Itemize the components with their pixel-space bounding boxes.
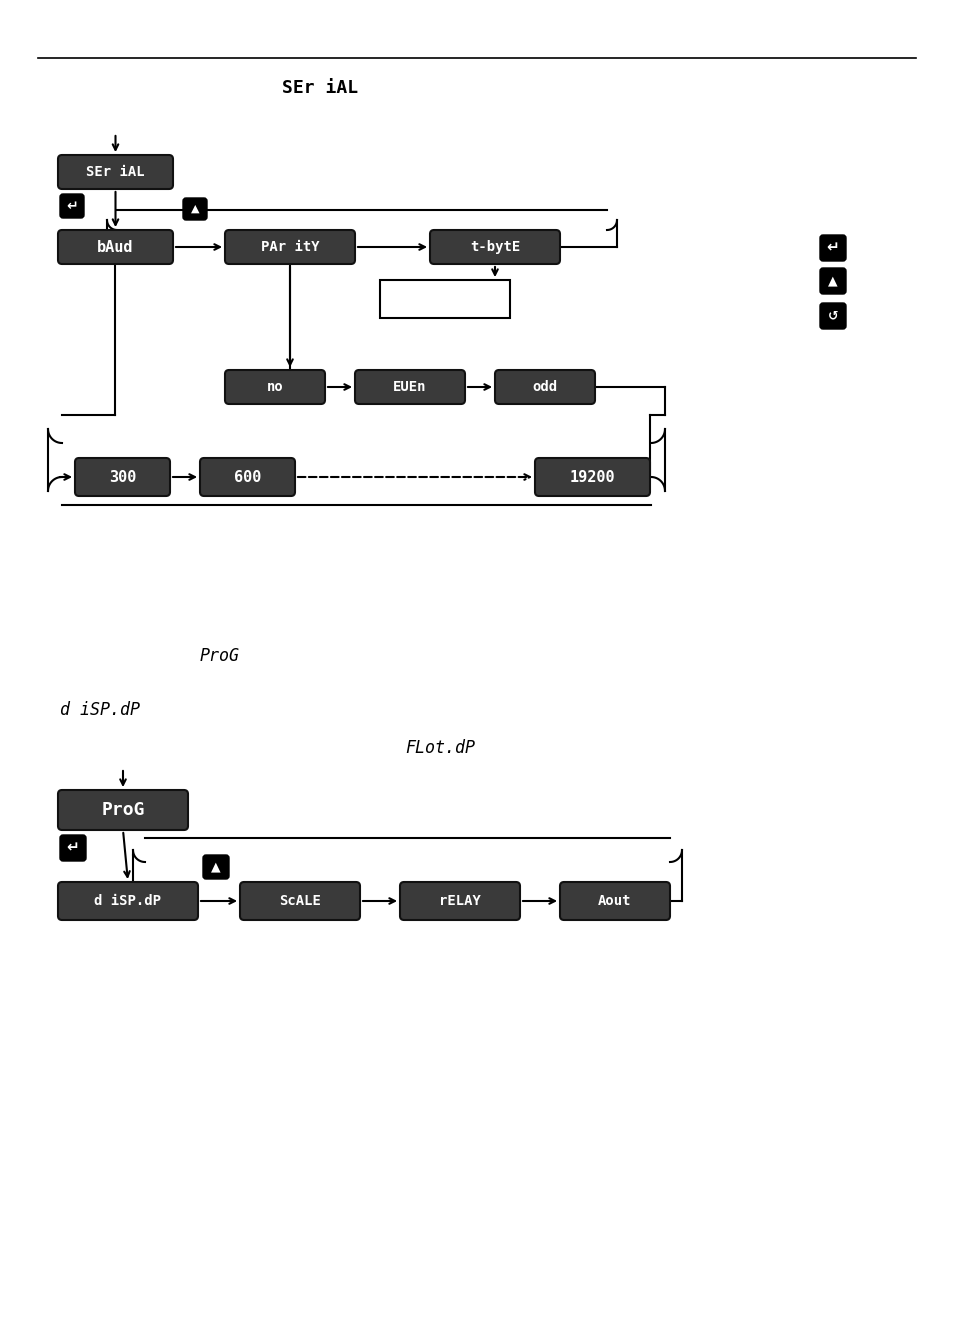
Text: ProG: ProG — [101, 802, 145, 819]
Bar — [379, 281, 510, 318]
FancyBboxPatch shape — [203, 855, 229, 879]
FancyBboxPatch shape — [225, 230, 355, 265]
Text: 600: 600 — [233, 469, 261, 485]
Text: 19200: 19200 — [569, 469, 615, 485]
FancyBboxPatch shape — [399, 882, 519, 921]
FancyBboxPatch shape — [58, 155, 172, 188]
Text: d iSP.dP: d iSP.dP — [60, 701, 140, 719]
Text: no: no — [266, 379, 283, 394]
FancyBboxPatch shape — [60, 194, 84, 218]
FancyBboxPatch shape — [820, 235, 845, 261]
Text: SEr iAL: SEr iAL — [86, 166, 145, 179]
Text: ScALE: ScALE — [279, 894, 320, 908]
Text: ▲: ▲ — [211, 860, 220, 874]
Text: odd: odd — [532, 379, 557, 394]
Text: d iSP.dP: d iSP.dP — [94, 894, 161, 908]
FancyBboxPatch shape — [200, 458, 294, 496]
Text: ProG: ProG — [200, 647, 240, 665]
FancyBboxPatch shape — [820, 303, 845, 329]
FancyBboxPatch shape — [559, 882, 669, 921]
FancyBboxPatch shape — [58, 230, 172, 265]
Text: EUEn: EUEn — [393, 379, 426, 394]
FancyBboxPatch shape — [183, 198, 207, 220]
Text: PAr itY: PAr itY — [260, 240, 319, 254]
Text: bAud: bAud — [97, 239, 133, 254]
FancyBboxPatch shape — [240, 882, 359, 921]
FancyBboxPatch shape — [535, 458, 649, 496]
Text: ↺: ↺ — [827, 310, 838, 322]
Text: FLot.dP: FLot.dP — [405, 739, 475, 758]
FancyBboxPatch shape — [495, 370, 595, 403]
FancyBboxPatch shape — [355, 370, 464, 403]
Text: ↵: ↵ — [67, 840, 79, 855]
Text: ▲: ▲ — [191, 204, 199, 214]
FancyBboxPatch shape — [58, 882, 198, 921]
FancyBboxPatch shape — [820, 269, 845, 294]
FancyBboxPatch shape — [430, 230, 559, 265]
Text: t-bytE: t-bytE — [470, 240, 519, 254]
Text: rELAY: rELAY — [438, 894, 480, 908]
FancyBboxPatch shape — [60, 835, 86, 860]
FancyBboxPatch shape — [75, 458, 170, 496]
FancyBboxPatch shape — [225, 370, 325, 403]
Text: 300: 300 — [109, 469, 136, 485]
Text: ▲: ▲ — [827, 274, 837, 287]
Text: ↵: ↵ — [825, 240, 839, 255]
Text: Aout: Aout — [598, 894, 631, 908]
Text: SEr iAL: SEr iAL — [282, 79, 357, 98]
Text: ↵: ↵ — [66, 199, 78, 212]
FancyBboxPatch shape — [58, 790, 188, 830]
